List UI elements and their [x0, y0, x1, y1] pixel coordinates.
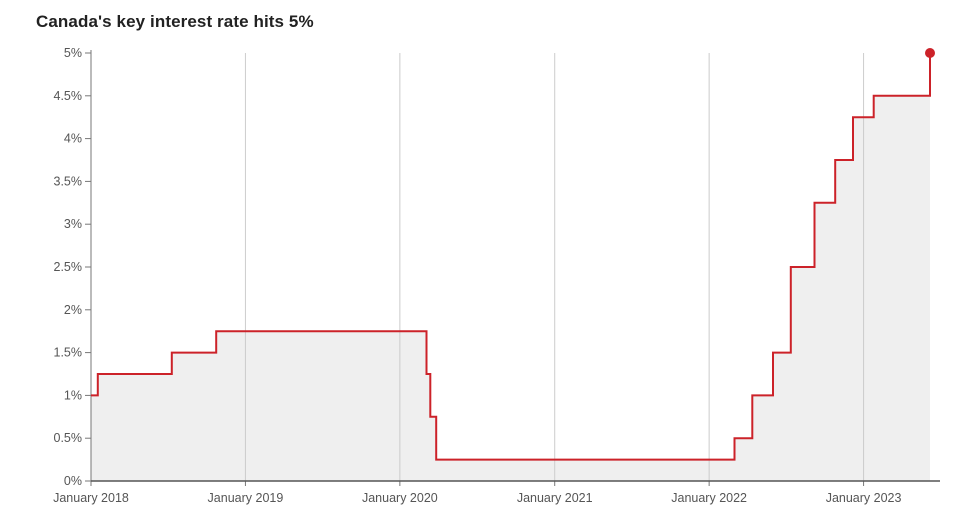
series-line: [91, 53, 931, 461]
y-tick-label: 0%: [64, 474, 82, 488]
y-tick-label: 0.5%: [54, 431, 83, 445]
x-tick-label: January 2022: [671, 491, 747, 505]
y-tick-label: 1.5%: [54, 346, 83, 360]
x-tick-label: January 2020: [362, 491, 438, 505]
y-tick-label: 2%: [64, 303, 82, 317]
chart-title: Canada's key interest rate hits 5%: [36, 12, 314, 31]
y-tick-label: 3.5%: [54, 174, 83, 188]
y-tick-label: 5%: [64, 46, 82, 60]
area-fill: [91, 53, 930, 481]
x-tick-label: January 2019: [208, 491, 284, 505]
y-tick-label: 3%: [64, 217, 82, 231]
x-tick-label: January 2023: [826, 491, 902, 505]
y-tick-label: 1%: [64, 388, 82, 402]
y-tick-label: 4.5%: [54, 89, 83, 103]
end-point-marker: [925, 48, 935, 58]
x-tick-label: January 2021: [517, 491, 593, 505]
y-tick-label: 4%: [64, 132, 82, 146]
y-tick-label: 2.5%: [54, 260, 83, 274]
x-tick-label: January 2018: [53, 491, 129, 505]
